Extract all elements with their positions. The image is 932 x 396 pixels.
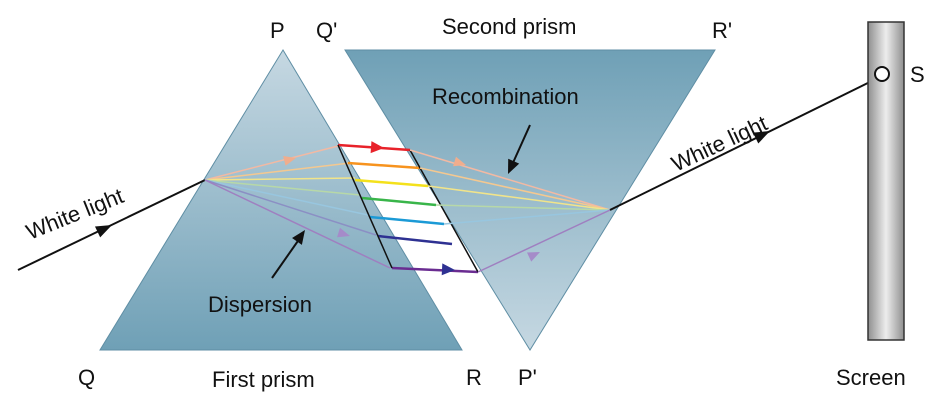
arrow-head-icon: [527, 252, 540, 262]
gap-hatch: [337, 144, 479, 273]
vertex-q: Q: [78, 365, 95, 390]
arrow-head-icon: [292, 230, 305, 245]
vertex-p: P: [270, 18, 285, 43]
vertex-r: R: [466, 365, 482, 390]
outgoing-ray: [609, 76, 881, 211]
dispersed-rays-first: [204, 144, 391, 269]
arrow-head-icon: [508, 158, 520, 174]
spot-s: [874, 66, 890, 82]
white-light-out-label: White light: [668, 110, 772, 176]
recombination-pointer: [508, 124, 531, 174]
recombining-rays-second: [409, 149, 611, 273]
dispersion-pointer: [271, 230, 305, 279]
first-prism-label: First prism: [212, 367, 315, 392]
screen-label: Screen: [836, 365, 906, 390]
recombination-label: Recombination: [432, 84, 579, 109]
incoming-ray: [17, 179, 206, 271]
spot-label: S: [910, 62, 925, 87]
arrow-head-icon: [283, 156, 296, 166]
arrow-head-icon: [441, 263, 455, 276]
vertex-q-prime: Q': [316, 18, 337, 43]
arrow-head-icon: [752, 131, 770, 144]
vertex-p-prime: P': [518, 365, 537, 390]
arrow-head-icon: [337, 227, 350, 238]
arrow-head-icon: [370, 141, 384, 154]
second-prism-label: Second prism: [442, 14, 577, 39]
arrow-head-icon: [453, 156, 466, 167]
arrow-head-icon: [94, 225, 112, 238]
dispersion-label: Dispersion: [208, 292, 312, 317]
vertex-r-prime: R': [712, 18, 732, 43]
white-light-in-label: White light: [23, 183, 128, 245]
